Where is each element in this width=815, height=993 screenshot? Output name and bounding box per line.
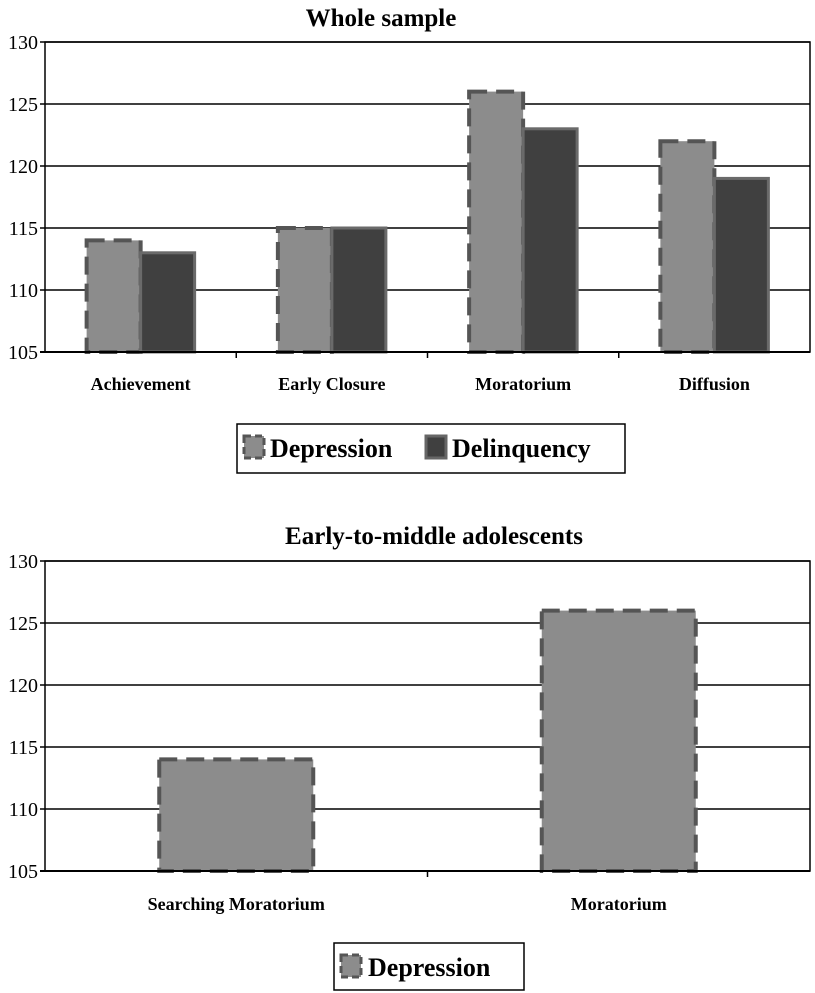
bar-depression-diffusion bbox=[658, 139, 717, 354]
x-tick-label-moratorium: Moratorium bbox=[571, 894, 667, 914]
x-tick-labels: Searching Moratorium Moratorium bbox=[148, 894, 667, 914]
legend-swatch-depression bbox=[242, 434, 266, 460]
bar-delinquency-achievement bbox=[139, 251, 197, 354]
legend-label-depression: Depression bbox=[270, 434, 393, 463]
y-tick-label-115: 115 bbox=[9, 737, 38, 759]
y-tick-label-120: 120 bbox=[8, 675, 38, 697]
y-tick-label-120: 120 bbox=[8, 156, 38, 178]
y-tick-label-110: 110 bbox=[9, 799, 38, 821]
bar-delinquency-moratorium bbox=[521, 127, 579, 354]
bar-delinquency-early-closure bbox=[330, 226, 388, 354]
x-tick-label-searching-moratorium: Searching Moratorium bbox=[148, 894, 325, 914]
x-tick-labels: Achievement Early Closure Moratorium Diffus… bbox=[91, 374, 750, 394]
bar-depression-moratorium bbox=[467, 89, 526, 354]
legend: Depression Delinquency bbox=[236, 423, 626, 474]
bars bbox=[84, 89, 770, 354]
bar-depression-achievement bbox=[84, 238, 143, 354]
x-tick-label-achievement: Achievement bbox=[91, 374, 191, 394]
y-tick-labels: 105 110 115 120 125 130 bbox=[8, 32, 38, 364]
chart-title: Whole sample bbox=[306, 5, 457, 32]
bar-delinquency-diffusion bbox=[712, 176, 770, 354]
bar-depression-early-closure bbox=[275, 226, 334, 354]
legend: Depression bbox=[333, 942, 525, 991]
axes bbox=[40, 41, 811, 358]
y-tick-label-110: 110 bbox=[9, 280, 38, 302]
legend-swatch-depression bbox=[339, 953, 363, 979]
y-tick-label-125: 125 bbox=[8, 613, 38, 635]
chart-early-to-middle-adolescents: Early-to-middle adolescents 105 110 115 120… bbox=[8, 523, 811, 991]
x-tick-label-early-closure: Early Closure bbox=[278, 374, 385, 394]
y-tick-label-105: 105 bbox=[8, 342, 38, 364]
y-tick-label-115: 115 bbox=[9, 218, 38, 240]
y-tick-label-125: 125 bbox=[8, 94, 38, 116]
legend-swatch-delinquency bbox=[424, 434, 448, 460]
bars bbox=[157, 608, 698, 874]
y-tick-label-130: 130 bbox=[8, 551, 38, 573]
legend-box bbox=[333, 942, 525, 991]
y-tick-label-130: 130 bbox=[8, 32, 38, 54]
bar-depression-moratorium bbox=[539, 608, 698, 873]
axes bbox=[40, 560, 811, 877]
legend-label-delinquency: Delinquency bbox=[452, 434, 591, 463]
legend-label-depression: Depression bbox=[368, 953, 491, 982]
bar-depression-searching-moratorium bbox=[157, 757, 316, 874]
chart-whole-sample: Whole sample 105 110 115 120 125 130 Achievem… bbox=[8, 5, 811, 474]
x-tick-label-diffusion: Diffusion bbox=[679, 374, 750, 394]
x-tick-label-moratorium: Moratorium bbox=[475, 374, 571, 394]
y-tick-label-105: 105 bbox=[8, 861, 38, 883]
chart-title: Early-to-middle adolescents bbox=[285, 523, 583, 550]
y-tick-labels: 105 110 115 120 125 130 bbox=[8, 551, 38, 883]
